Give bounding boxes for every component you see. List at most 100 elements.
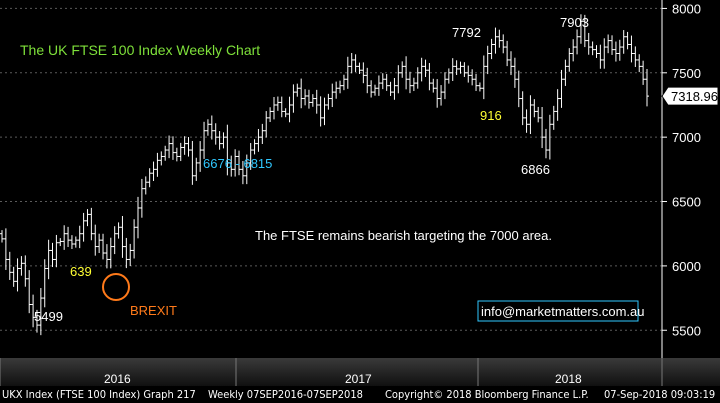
ohlc-bar (31, 294, 36, 328)
ohlc-bar (120, 215, 125, 258)
ohlc-bar (237, 150, 242, 176)
ohlc-bar (264, 111, 269, 138)
ohlc-bar (310, 94, 315, 107)
ohlc-bar (112, 226, 117, 255)
ohlc-bar (602, 38, 607, 69)
ohlc-bar (209, 115, 214, 140)
ohlc-bar (489, 38, 494, 60)
ohlc-bar (466, 65, 471, 83)
x-year-label-2016: 2016 (104, 372, 131, 386)
last-price-tag (661, 86, 719, 106)
annotation-6866: 6866 (521, 162, 550, 177)
ohlc-bar (571, 39, 576, 62)
ohlc-bar (625, 31, 630, 50)
ohlc-bar (442, 72, 447, 100)
ohlc-bar (128, 243, 133, 266)
ohlc-bar (186, 137, 191, 157)
ohlc-bar (77, 225, 82, 249)
ohlc-bar (62, 225, 67, 250)
annotation-639: 639 (70, 264, 92, 279)
annotation-5499: 5499 (34, 309, 63, 324)
ohlc-bar (143, 176, 148, 195)
ohlc-bar (15, 258, 20, 292)
ohlc-bar (287, 96, 292, 123)
ohlc-bar (349, 52, 354, 74)
ohlc-bar (101, 233, 106, 260)
ohlc-bar (610, 35, 615, 55)
ohlc-bar (547, 114, 552, 160)
ohlc-bar (637, 54, 642, 73)
ohlc-bar (182, 136, 187, 155)
ohlc-bar (85, 209, 90, 227)
ohlc-bar (384, 74, 389, 91)
ohlc-bar (470, 69, 475, 86)
ohlc-bar (135, 196, 140, 239)
ohlc-bar (563, 59, 568, 86)
ohlc-bar (598, 44, 603, 69)
ohlc-bar (516, 70, 521, 108)
ohlc-bar (369, 80, 374, 98)
y-tick-label-6000: 6000 (672, 259, 701, 274)
ohlc-bar (373, 84, 378, 96)
ohlc-bar (606, 34, 611, 54)
ohlc-bar (104, 244, 109, 269)
ohlc-bar (411, 77, 416, 92)
ohlc-bar (633, 46, 638, 67)
ohlc-bar (505, 40, 510, 67)
footer-timestamp: 07-Sep-2018 09:03:19 (604, 388, 716, 401)
ohlc-bar (303, 89, 308, 106)
ohlc-bar (27, 270, 32, 314)
ohlc-bar (431, 78, 436, 93)
ohlc-bar (388, 81, 393, 96)
x-axis-band (0, 358, 720, 386)
ohlc-bar (299, 78, 304, 109)
ohlc-bar (132, 219, 137, 259)
ohlc-bar (38, 288, 43, 336)
ohlc-bar (575, 29, 580, 55)
ohlc-bar (147, 168, 152, 188)
ohlc-bar (345, 56, 350, 89)
ohlc-bar (357, 62, 362, 74)
ohlc-bar (306, 89, 311, 109)
footer-security: UKX Index (FTSE 100 Index) Graph 217 (2, 388, 196, 401)
ohlc-bar (376, 75, 381, 96)
ohlc-bar (46, 239, 51, 280)
ohlc-bar (73, 236, 78, 248)
ohlc-bar (271, 97, 276, 120)
ohlc-bar (594, 45, 599, 58)
ohlc-bar (167, 135, 172, 159)
ohlc-bar (58, 238, 63, 247)
ohlc-bar (462, 62, 467, 77)
ohlc-bar (481, 55, 486, 100)
ohlc-bar (198, 141, 203, 172)
footer-period: Weekly 07SEP2016-07SEP2018 (208, 388, 363, 401)
ohlc-bar (217, 131, 222, 150)
y-tick-label-6500: 6500 (672, 195, 701, 210)
ohlc-bar (353, 54, 358, 72)
ohlc-bar (279, 96, 284, 118)
ohlc-bar (108, 237, 113, 269)
ohlc-bar (407, 71, 412, 94)
ohlc-bar (116, 222, 121, 239)
y-tick-label-5500: 5500 (672, 323, 701, 338)
ohlc-bar (260, 123, 265, 145)
ohlc-bar (151, 161, 156, 181)
ohlc-bar (314, 89, 319, 114)
ohlc-bar (543, 128, 548, 159)
x-year-label-2017: 2017 (345, 372, 372, 386)
ohlc-bar (89, 207, 94, 241)
ohlc-bar (291, 84, 296, 113)
ohlc-bar (124, 237, 129, 269)
ohlc-bar (578, 14, 583, 44)
ohlc-bar (66, 226, 71, 247)
email-text: info@marketmatters.com.au (481, 304, 644, 319)
annotation-note: The FTSE remains bearish targeting the 7… (255, 228, 552, 243)
ohlc-bar (23, 255, 28, 287)
ohlc-bar (7, 251, 12, 280)
ohlc-bar (330, 83, 335, 108)
chart-title: The UK FTSE 100 Index Weekly Chart (20, 42, 260, 58)
last-price-label: 7318.96 (671, 89, 718, 104)
ohlc-bar (586, 32, 591, 55)
ohlc-bar (392, 78, 397, 100)
